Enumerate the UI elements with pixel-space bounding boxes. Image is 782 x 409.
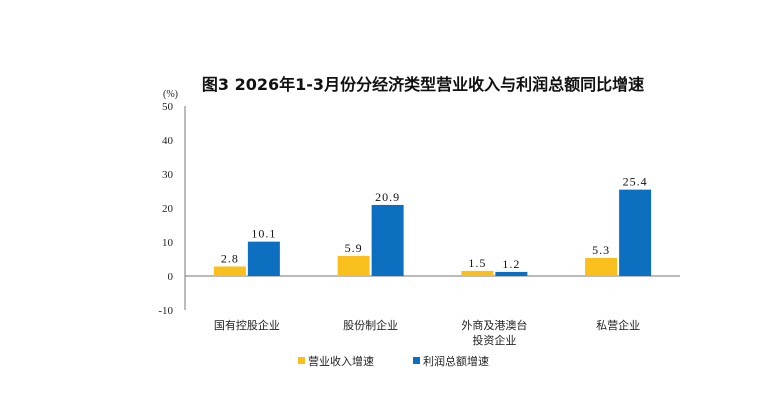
data-label: 1.2: [502, 257, 520, 271]
y-tick-label: 10: [162, 237, 174, 249]
data-label: 1.5: [468, 256, 486, 270]
bar: [247, 241, 280, 276]
bar: [585, 257, 618, 276]
data-label: 25.4: [623, 175, 648, 189]
y-tick-label: 50: [162, 101, 174, 113]
y-tick-label: 30: [162, 169, 174, 181]
y-tick-label: 0: [168, 271, 174, 283]
category-label: 外商及港澳台: [461, 318, 527, 332]
bar: [371, 204, 404, 276]
bar: [213, 266, 246, 276]
data-label: 5.9: [345, 241, 363, 255]
category-label: 投资企业: [472, 333, 516, 347]
data-label: 2.8: [221, 251, 239, 265]
bar: [619, 189, 652, 276]
category-label: 私营企业: [596, 318, 640, 332]
legend-swatch: [413, 357, 420, 364]
bar: [495, 271, 528, 276]
legend: 营业收入增速 利润总额增速: [298, 354, 489, 368]
y-tick-label: -10: [158, 305, 173, 317]
category-label: 股份制企业: [343, 318, 398, 332]
bar: [461, 270, 494, 276]
legend-swatch: [298, 357, 305, 364]
data-label: 10.1: [251, 227, 276, 241]
bar: [337, 255, 370, 276]
legend-label: 利润总额增速: [423, 354, 489, 368]
data-label: 20.9: [375, 190, 400, 204]
category-label: 国有控股企业: [214, 318, 280, 332]
legend-label: 营业收入增速: [308, 354, 374, 368]
y-tick-label: 20: [162, 203, 174, 215]
y-axis-ticks: -10 0 10 20 30 40 50: [158, 101, 173, 317]
data-label: 5.3: [592, 243, 610, 257]
bars: [213, 189, 652, 276]
data-labels: 2.8 5.9 1.5 5.3 10.1 20.9 1.2 25.4: [221, 175, 648, 271]
y-tick-label: 40: [162, 135, 174, 147]
y-axis-unit: (%): [163, 89, 178, 100]
chart-title: 图3 2026年1-3月份分经济类型营业收入与利润总额同比增速: [202, 75, 644, 94]
